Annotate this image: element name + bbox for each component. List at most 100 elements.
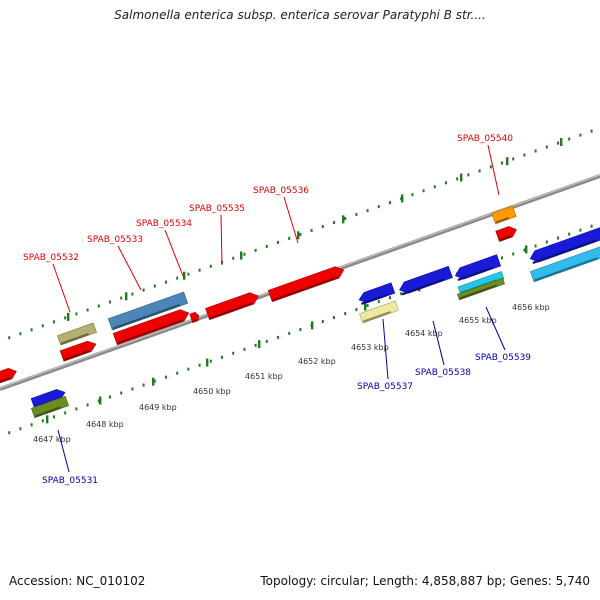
gene-feature-body[interactable]: [529, 245, 600, 283]
gene-feature-body[interactable]: [112, 307, 191, 346]
lower-rail-dot: [501, 256, 503, 260]
gene-feature-shade: [495, 216, 510, 224]
gene-label[interactable]: SPAB_05531: [42, 476, 98, 486]
gene-label[interactable]: SPAB_05536: [253, 186, 309, 196]
upper-major-tick: [67, 312, 70, 321]
gene-leader-line: [487, 144, 500, 196]
gene-feature[interactable]: [453, 254, 502, 282]
accession-label: Accession: NC_010102: [9, 574, 146, 588]
lower-rail-dot: [221, 355, 223, 359]
gene-feature-body[interactable]: [398, 265, 453, 295]
lower-rail-dot: [355, 308, 358, 312]
upper-rail-dot: [422, 189, 425, 193]
upper-rail-dot: [445, 181, 447, 185]
lower-major-tick: [258, 340, 261, 349]
upper-rail-dot: [333, 221, 335, 225]
gene-feature-body[interactable]: [59, 339, 98, 362]
gene-feature[interactable]: [0, 366, 18, 385]
upper-rail-dot: [568, 137, 571, 141]
gene-feature-body[interactable]: [453, 254, 502, 282]
gene-leader-line: [432, 320, 445, 366]
lower-major-tick: [152, 377, 155, 386]
gene-feature-body[interactable]: [0, 366, 18, 385]
upper-rail-dot: [310, 228, 313, 232]
gene-feature[interactable]: [267, 264, 346, 303]
gene-label[interactable]: SPAB_05534: [136, 219, 192, 229]
gene-feature-body[interactable]: [107, 291, 189, 331]
gene-feature-body[interactable]: [205, 290, 261, 321]
tick-label: 4647 kbp: [33, 435, 71, 444]
upper-major-tick: [297, 231, 300, 240]
gene-feature[interactable]: [107, 291, 189, 331]
upper-rail-dot: [512, 157, 515, 161]
tick-label: 4649 kbp: [139, 403, 177, 412]
gene-feature-body[interactable]: [357, 282, 396, 305]
upper-rail-dot: [557, 141, 559, 145]
gene-feature[interactable]: [30, 395, 70, 419]
gene-label[interactable]: SPAB_05537: [357, 382, 413, 392]
gene-feature-body[interactable]: [267, 264, 346, 303]
lower-rail-dot: [86, 403, 89, 407]
lower-rail-dot: [8, 431, 11, 435]
gene-label[interactable]: SPAB_05540: [457, 134, 513, 144]
lower-rail-dot: [254, 343, 257, 347]
lower-rail-dot: [53, 415, 55, 419]
lower-major-tick: [46, 415, 49, 424]
gene-feature[interactable]: [57, 322, 97, 346]
gene-feature-body[interactable]: [57, 322, 97, 346]
gene-feature[interactable]: [189, 311, 201, 323]
gene-feature-body[interactable]: [359, 300, 399, 324]
gene-feature-shade: [272, 276, 339, 302]
upper-rail-dot: [478, 169, 481, 173]
gene-feature-shade: [209, 302, 253, 320]
gene-feature-shade: [499, 235, 512, 242]
gene-feature-shade: [117, 319, 184, 345]
tick-label: 4651 kbp: [245, 372, 283, 381]
gene-label[interactable]: SPAB_05538: [415, 368, 471, 378]
gene-feature[interactable]: [59, 339, 98, 362]
gene-feature[interactable]: [205, 290, 261, 321]
gene-feature[interactable]: [529, 245, 600, 283]
gene-feature-body[interactable]: [528, 227, 600, 265]
upper-rail-dot: [53, 320, 55, 324]
gene-leader-line: [382, 318, 389, 380]
gene-feature-body[interactable]: [491, 205, 517, 225]
upper-rail-dot: [131, 292, 134, 296]
tick-label: 4654 kbp: [405, 329, 443, 338]
upper-rail-dot: [232, 256, 235, 260]
lower-rail-dot: [131, 387, 134, 391]
gene-feature[interactable]: [357, 282, 396, 305]
gene-feature[interactable]: [491, 205, 517, 225]
gene-feature[interactable]: [495, 224, 519, 242]
upper-rail-dot: [75, 312, 78, 316]
gene-label[interactable]: SPAB_05535: [189, 204, 245, 214]
upper-rail-dot: [344, 217, 347, 221]
gene-feature-body[interactable]: [495, 224, 519, 242]
upper-rail-dot: [64, 316, 67, 320]
lower-rail-dot: [288, 331, 291, 335]
upper-rail-dot: [187, 272, 190, 276]
gene-feature[interactable]: [456, 277, 506, 301]
lower-rail-dot: [120, 391, 123, 395]
upper-rail-dot: [142, 288, 145, 292]
gene-leader-line: [117, 245, 142, 291]
gene-feature-body[interactable]: [30, 395, 70, 419]
upper-rail-dot: [19, 332, 22, 336]
gene-label[interactable]: SPAB_05533: [87, 235, 143, 245]
upper-rail-dot: [355, 213, 358, 217]
gene-feature[interactable]: [528, 227, 600, 265]
gene-feature[interactable]: [359, 300, 399, 324]
gene-label[interactable]: SPAB_05539: [475, 353, 531, 363]
lower-rail-dot: [344, 312, 347, 316]
gene-feature[interactable]: [398, 265, 453, 296]
gene-feature-shade: [534, 257, 599, 282]
lower-rail-dot: [75, 407, 78, 411]
gene-feature[interactable]: [112, 307, 191, 346]
upper-major-tick: [342, 215, 345, 224]
gene-label[interactable]: SPAB_05532: [23, 253, 79, 263]
upper-rail-dot: [534, 149, 537, 153]
lower-rail-dot: [64, 411, 67, 415]
upper-rail-dot: [277, 240, 279, 244]
gene-feature-body[interactable]: [457, 271, 505, 295]
